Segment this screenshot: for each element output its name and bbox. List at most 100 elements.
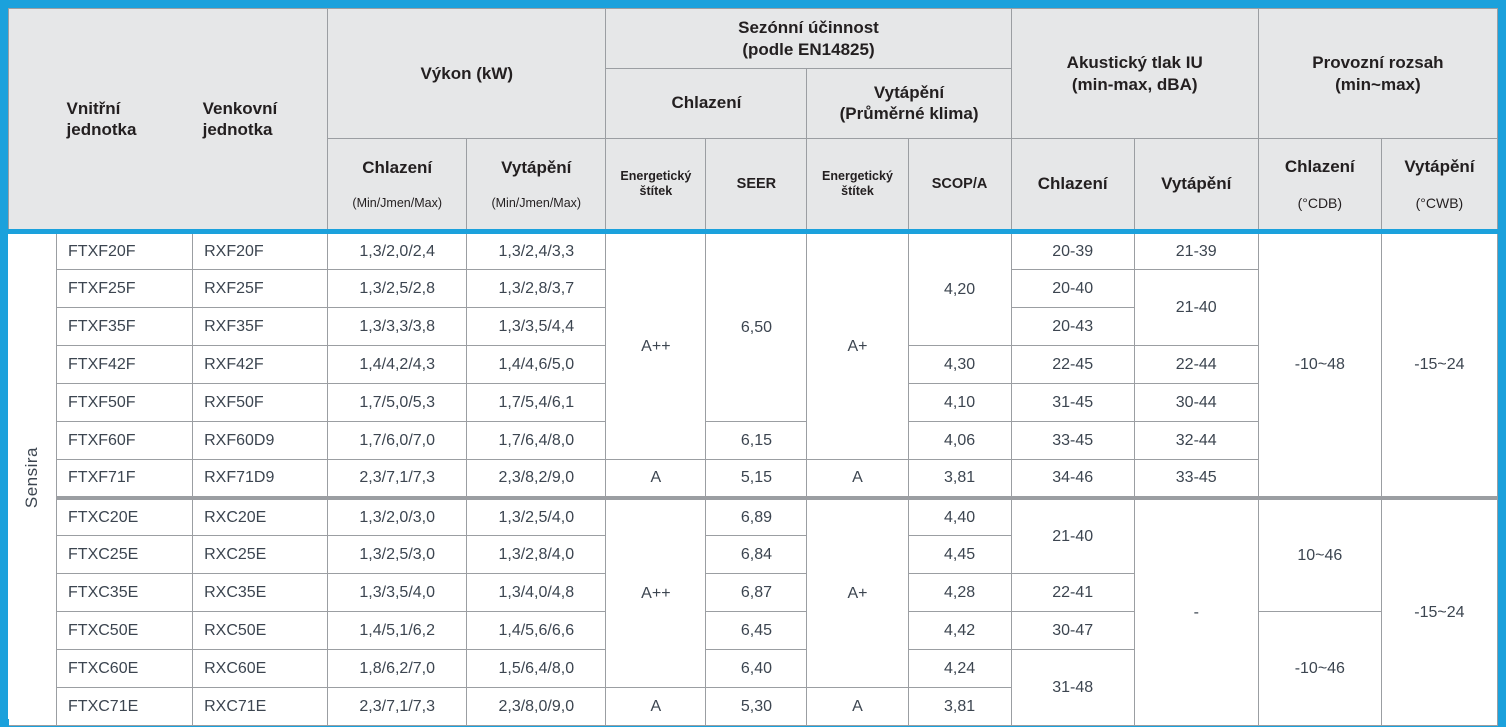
series-header-spacer — [7, 7, 57, 233]
table-row: FTXC20E RXC20E 1,3/2,0/3,0 1,3/2,5/4,0 A… — [9, 495, 1499, 727]
seasonal-heating-header: Vytápění (Průměrné klima) — [806, 68, 1012, 139]
outdoor-unit-cell: RXC25E — [192, 535, 329, 575]
indoor-unit-header: Vnitřní jednotka — [56, 7, 193, 233]
sound-group-header: Akustický tlak IU (min-max, dBA) — [1010, 8, 1259, 139]
range-heating-subtitle: (°CWB) — [1415, 195, 1464, 212]
capacity-heating-cell: 1,3/4,0/4,8 — [466, 573, 607, 613]
table-row: FTXC25E RXC25E 1,3/2,5/3,0 1,3/2,8/4,0 6… — [9, 535, 1498, 575]
outdoor-unit-cell: RXF25F — [192, 269, 329, 309]
capacity-cooling-cell: 1,3/3,5/4,0 — [327, 573, 468, 613]
indoor-unit-cell: FTXF71F — [56, 459, 194, 499]
sound-cooling-cell: 30-47 — [1010, 611, 1135, 651]
table-row: Sensira FTXF20F RXF20F 1,3/2,0/2,4 1,3/2… — [8, 229, 1499, 727]
table-header: Vnitřní jednotka Venkovní jednotka Výkon… — [7, 7, 1499, 233]
range-heating-header: Vytápění (°CWB) — [1380, 137, 1499, 233]
indoor-unit-cell: FTXF25F — [56, 269, 194, 309]
table-row: FTXC50E RXC50E 1,4/5,1/6,2 1,4/5,6/6,6 6… — [9, 611, 1498, 727]
sound-cooling-cell: 33-45 — [1010, 421, 1135, 461]
energy-label-cooling-cell: A++ — [605, 229, 707, 461]
sound-cooling-cell: 20-39 — [1010, 229, 1135, 271]
outdoor-unit-cell: RXF50F — [192, 383, 329, 423]
table-row: FTXC71E RXC71E 2,3/7,1/7,3 2,3/8,0/9,0 A… — [9, 687, 1498, 727]
spec-table: Vnitřní jednotka Venkovní jednotka Výkon… — [7, 7, 1499, 727]
capacity-cooling-cell: 2,3/7,1/7,3 — [327, 459, 468, 499]
power-cooling-subtitle: (Min/Jmen/Max) — [352, 195, 442, 210]
capacity-cooling-cell: 1,4/5,1/6,2 — [327, 611, 468, 651]
sound-cooling-cell: 31-45 — [1010, 383, 1135, 423]
range-group-header: Provozní rozsah (min~max) — [1257, 8, 1499, 139]
indoor-unit-cell: FTXF42F — [56, 345, 194, 385]
sound-cooling-cell: 20-43 — [1010, 307, 1135, 347]
seer-cell: 6,15 — [705, 421, 808, 461]
scop-cell: 4,40 — [907, 495, 1012, 537]
scop-cell: 3,81 — [907, 459, 1012, 499]
capacity-cooling-cell: 1,3/2,0/3,0 — [327, 495, 468, 537]
outdoor-unit-cell: RXC60E — [192, 649, 329, 689]
series-label-cell: Sensira — [8, 229, 58, 727]
capacity-cooling-cell: 1,3/3,3/3,8 — [327, 307, 468, 347]
seasonal-cooling-header: Chlazení — [605, 68, 808, 139]
sound-heating-cell: 21-39 — [1133, 229, 1259, 271]
scop-cell: 4,28 — [907, 573, 1012, 613]
energy-label-heating-cell: A — [806, 459, 909, 499]
header-row-mid: Chlazení Vytápění (Průměrné klima) — [9, 68, 1498, 139]
power-cooling-title: Chlazení — [362, 157, 433, 177]
indoor-unit-cell: FTXF50F — [56, 383, 194, 423]
capacity-heating-cell: 1,3/3,5/4,4 — [466, 307, 607, 347]
sound-cooling-cell: 22-41 — [1010, 573, 1135, 613]
energy-label-cooling-cell: A — [605, 459, 707, 499]
range-heating-cell: -15~24 — [1380, 495, 1499, 727]
seer-cell: 6,40 — [705, 649, 808, 689]
table-row: FTXC60E RXC60E 1,8/6,2/7,0 1,5/6,4/8,0 6… — [9, 649, 1498, 727]
energy-label-heating-header: Energetický štítek — [806, 137, 909, 233]
scop-cell: 4,10 — [907, 383, 1012, 423]
capacity-heating-cell: 1,3/2,8/3,7 — [466, 269, 607, 309]
sound-cooling-cell: 22-45 — [1010, 345, 1135, 385]
scop-cell: 4,30 — [907, 345, 1012, 385]
seer-cell: 6,89 — [705, 495, 808, 537]
capacity-heating-cell: 2,3/8,2/9,0 — [466, 459, 607, 499]
sound-heating-cell: - — [1133, 495, 1259, 727]
seer-cell: 5,30 — [705, 687, 808, 727]
indoor-unit-cell: FTXC25E — [56, 535, 194, 575]
indoor-unit-cell: FTXF20F — [56, 229, 194, 271]
outdoor-unit-cell: RXC50E — [192, 611, 329, 651]
table-row: FTXF60F RXF60D9 1,7/6,0/7,0 1,7/6,4/8,0 … — [9, 421, 1498, 461]
sound-heating-cell: 30-44 — [1133, 383, 1259, 423]
range-heating-cell: -15~24 — [1380, 229, 1499, 499]
capacity-heating-cell: 1,4/5,6/6,6 — [466, 611, 607, 651]
seer-cell: 6,84 — [705, 535, 808, 575]
capacity-heating-cell: 2,3/8,0/9,0 — [466, 687, 607, 727]
indoor-unit-cell: FTXC50E — [56, 611, 194, 651]
header-row-groups: Vnitřní jednotka Venkovní jednotka Výkon… — [7, 7, 1499, 233]
outdoor-unit-cell: RXF60D9 — [192, 421, 329, 461]
capacity-heating-cell: 1,7/6,4/8,0 — [466, 421, 607, 461]
header-row-sub: Chlazení (Min/Jmen/Max) Vytápění (Min/Jm… — [9, 137, 1499, 233]
seer-cell: 6,45 — [705, 611, 808, 651]
indoor-unit-cell: FTXF60F — [56, 421, 194, 461]
table-row: FTXF25F RXF25F 1,3/2,5/2,8 1,3/2,8/3,7 2… — [9, 269, 1498, 347]
capacity-cooling-cell: 1,7/6,0/7,0 — [327, 421, 468, 461]
outdoor-unit-cell: RXF71D9 — [192, 459, 329, 499]
capacity-cooling-cell: 1,3/2,5/2,8 — [327, 269, 468, 309]
outdoor-unit-cell: RXF42F — [192, 345, 329, 385]
range-cooling-cell: -10~48 — [1257, 229, 1382, 499]
table-body: Sensira FTXF20F RXF20F 1,3/2,0/2,4 1,3/2… — [8, 229, 1499, 727]
capacity-heating-cell: 1,4/4,6/5,0 — [466, 345, 607, 385]
power-heating-title: Vytápění — [501, 157, 572, 177]
outdoor-unit-header: Venkovní jednotka — [192, 7, 329, 233]
scop-cell: 4,45 — [907, 535, 1012, 575]
sound-cooling-cell: 20-40 — [1010, 269, 1135, 309]
indoor-unit-cell: FTXC71E — [56, 687, 194, 727]
table-row: FTXC35E RXC35E 1,3/3,5/4,0 1,3/4,0/4,8 6… — [9, 573, 1498, 613]
sound-heating-cell: 33-45 — [1133, 459, 1259, 499]
indoor-unit-cell: FTXF35F — [56, 307, 194, 347]
power-cooling-header: Chlazení (Min/Jmen/Max) — [327, 137, 468, 233]
range-heating-title: Vytápění — [1404, 157, 1475, 176]
sound-cooling-cell: 31-48 — [1010, 649, 1135, 727]
capacity-cooling-cell: 1,3/2,5/3,0 — [327, 535, 468, 575]
sound-heating-cell: 21-40 — [1133, 269, 1259, 347]
indoor-unit-cell: FTXC60E — [56, 649, 194, 689]
table-row: FTXF35F RXF35F 1,3/3,3/3,8 1,3/3,5/4,4 2… — [9, 307, 1498, 347]
series-label: Sensira — [22, 446, 42, 508]
